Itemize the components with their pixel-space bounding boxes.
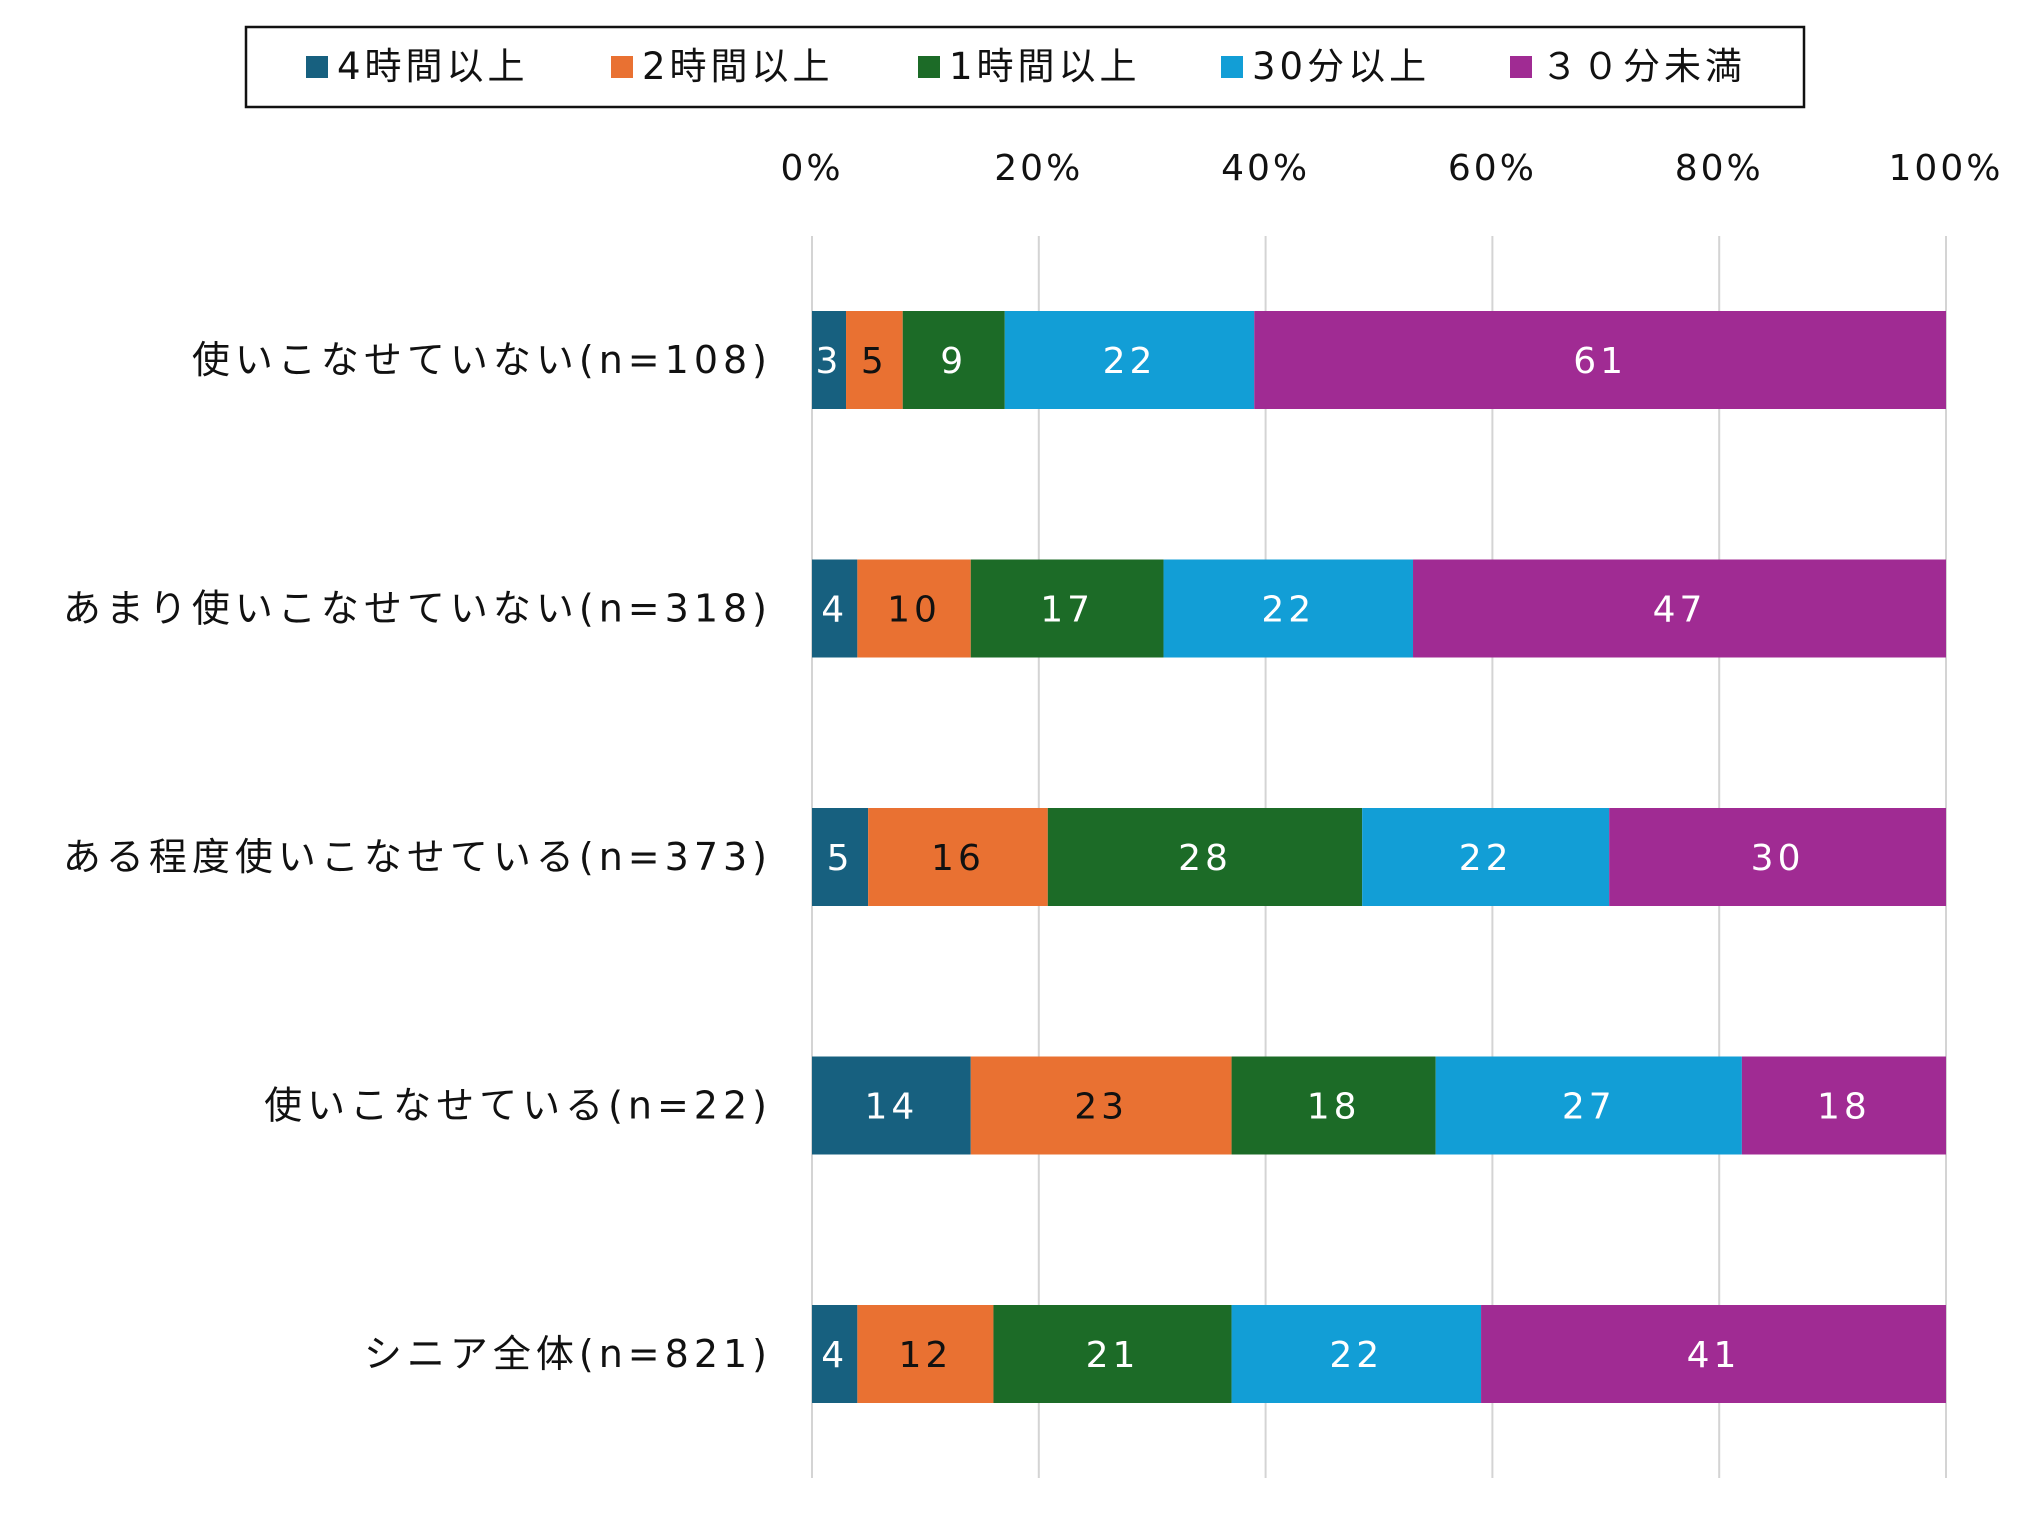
data-label: 28 (1178, 838, 1232, 879)
data-label: 5 (861, 341, 888, 382)
data-label: 12 (898, 1335, 952, 1376)
category-label: あまり使いこなせていない(n=318) (63, 587, 772, 631)
bar-segment (902, 311, 1005, 409)
x-tick-label: 80% (1675, 148, 1764, 189)
legend-label: ３０分未満 (1541, 45, 1746, 88)
data-label: 21 (1086, 1335, 1140, 1376)
data-label: 9 (940, 341, 967, 382)
category-labels: 使いこなせていない(n=108) あまり使いこなせていない(n=318) ある程度使… (63, 338, 772, 1376)
bar-segment (1481, 1305, 1946, 1403)
legend-swatch (918, 56, 940, 78)
data-label: 22 (1103, 341, 1157, 382)
bar-segment (857, 559, 971, 658)
data-label: 22 (1459, 838, 1513, 879)
legend-swatch (1221, 56, 1243, 78)
category-label: 使いこなせている(n=22) (264, 1084, 772, 1128)
bar-segment (857, 1305, 994, 1403)
bar-segment (1413, 559, 1946, 658)
x-axis-ticks: 0% 20% 40% 60% 80% 100% (780, 148, 2004, 189)
x-tick-label: 100% (1889, 148, 2004, 189)
legend-label: 30分以上 (1252, 45, 1430, 88)
legend-box (244, 25, 1806, 109)
bar-segment (1231, 1056, 1436, 1155)
data-label: 16 (931, 838, 985, 879)
category-label: シニア全体(n=821) (364, 1332, 772, 1376)
bar-segment (868, 808, 1048, 906)
legend: 4時間以上 2時間以上 1時間以上 30分以上 ３０分未満 (306, 45, 1746, 88)
x-tick-label: 40% (1221, 148, 1310, 189)
data-label: 10 (887, 590, 941, 631)
bar-segment (812, 1056, 971, 1155)
legend-label: 1時間以上 (949, 45, 1141, 88)
x-tick-label: 0% (780, 148, 843, 189)
data-label: 3 (816, 341, 843, 382)
x-tick-label: 60% (1448, 148, 1537, 189)
bar-segment (1047, 808, 1363, 906)
data-label: 4 (821, 590, 848, 631)
bar-segment (812, 808, 869, 906)
bar-segment (846, 311, 903, 409)
bar-segment (1609, 808, 1946, 906)
bar-segment (970, 559, 1164, 658)
data-label: 47 (1653, 590, 1707, 631)
bar-segment (1004, 311, 1255, 409)
bar-segment (1231, 1305, 1482, 1403)
data-label: 5 (827, 838, 854, 879)
bar-segment (1254, 311, 1946, 409)
data-label: 22 (1329, 1335, 1383, 1376)
legend-label: 4時間以上 (337, 45, 529, 88)
bar-segment (1741, 1056, 1946, 1155)
data-label: 17 (1040, 590, 1094, 631)
bar-segment (812, 1305, 858, 1403)
bar-segment (970, 1056, 1232, 1155)
bar-segment (1362, 808, 1610, 906)
x-tick-label: 20% (994, 148, 1083, 189)
category-label: 使いこなせていない(n=108) (192, 338, 772, 382)
data-label: 30 (1751, 838, 1805, 879)
data-label: 22 (1261, 590, 1315, 631)
data-label: 41 (1687, 1335, 1741, 1376)
category-label: ある程度使いこなせている(n=373) (63, 835, 772, 879)
legend-swatch (611, 56, 633, 78)
legend-swatch (306, 56, 328, 78)
data-label: 18 (1307, 1087, 1361, 1128)
data-label: 27 (1562, 1087, 1616, 1128)
data-label: 23 (1074, 1087, 1128, 1128)
bar-segment (993, 1305, 1232, 1403)
bar-segment (812, 559, 858, 658)
data-label: 4 (821, 1335, 848, 1376)
legend-swatch (1510, 56, 1532, 78)
bar-segment (1163, 559, 1414, 658)
data-label: 61 (1573, 341, 1627, 382)
bar-segment (1435, 1056, 1742, 1155)
bar-segment (812, 311, 847, 409)
data-label: 18 (1817, 1087, 1871, 1128)
data-label: 14 (864, 1087, 918, 1128)
legend-label: 2時間以上 (642, 45, 834, 88)
